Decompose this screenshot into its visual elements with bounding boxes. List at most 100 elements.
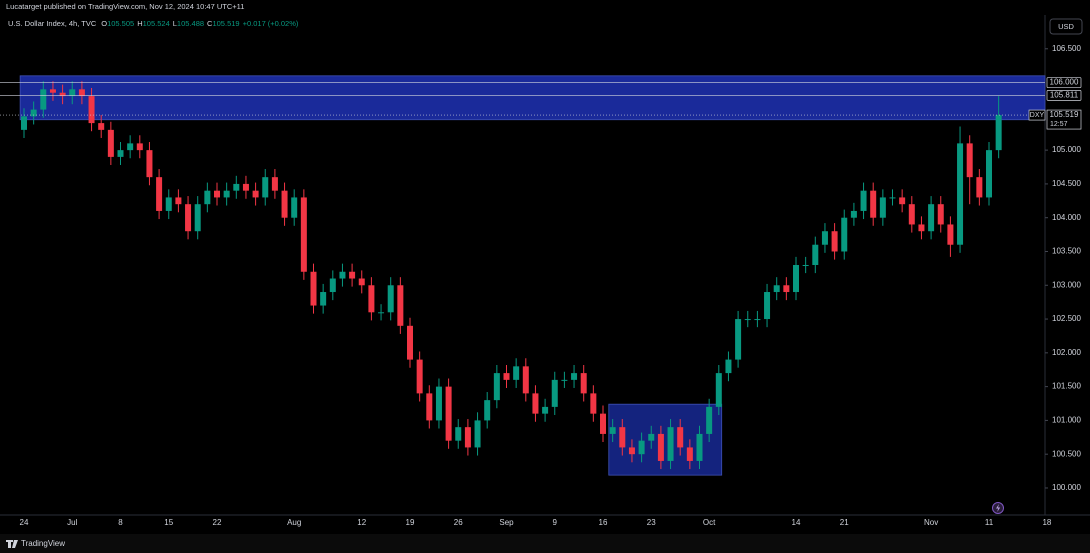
candle-body	[310, 271, 317, 306]
candle-body	[908, 204, 915, 225]
candle-body	[725, 359, 732, 374]
candle-body	[435, 386, 442, 421]
candle-body	[773, 285, 780, 293]
alert-bolt	[996, 504, 1001, 512]
candle-body	[416, 359, 423, 394]
x-tick-label: Nov	[924, 518, 938, 527]
brand: TradingView	[21, 539, 65, 548]
candle-body	[831, 231, 838, 252]
candle-body	[339, 271, 346, 279]
x-tick-label: 24	[20, 518, 29, 527]
x-tick-label: 11	[985, 518, 994, 527]
candle-body	[532, 393, 539, 414]
candle-body	[706, 406, 713, 434]
candle-body	[821, 231, 828, 245]
candle-body	[937, 204, 944, 225]
currency-button[interactable]	[1049, 18, 1083, 35]
x-tick-label: Sep	[499, 518, 514, 527]
y-tick-label: 104.500	[1052, 179, 1081, 188]
candle-body	[995, 115, 1002, 151]
candle-body	[69, 89, 76, 97]
candle-body	[397, 285, 404, 326]
last-price-tag	[1046, 109, 1082, 130]
y-tick-label: 106.500	[1052, 44, 1081, 53]
candle-body	[21, 116, 27, 130]
candle-body	[686, 447, 693, 461]
candle-body	[493, 373, 500, 401]
y-tick-label: 102.500	[1052, 314, 1081, 323]
x-tick-label: 22	[213, 518, 222, 527]
candle-body	[78, 89, 85, 97]
countdown: 12:57	[1050, 121, 1068, 128]
candle-body	[98, 123, 105, 130]
candle-body	[175, 197, 182, 205]
candle-body	[638, 440, 645, 455]
x-tick-label: 8	[118, 518, 123, 527]
ohlc-value: 105.524	[143, 19, 170, 28]
candle-body	[677, 427, 684, 448]
y-tick-label: 103.500	[1052, 247, 1081, 256]
y-tick-label: 104.000	[1052, 213, 1081, 222]
candle-body	[957, 143, 964, 245]
y-tick-label: 100.000	[1052, 483, 1081, 492]
candle-body	[40, 89, 47, 110]
candle-body	[368, 285, 375, 313]
x-tick-label: 19	[406, 518, 415, 527]
candle-body	[59, 92, 66, 97]
candle-body	[117, 150, 124, 157]
candle-body	[291, 197, 298, 218]
candle-body	[407, 325, 413, 360]
candle-body	[561, 379, 568, 381]
price-line-label: 106.000	[1050, 78, 1079, 87]
candle-body	[812, 244, 819, 265]
candle-body	[484, 400, 491, 421]
legend: U.S. Dollar Index, 4h, TVC O105.505 H105.5…	[8, 19, 299, 28]
candle-body	[918, 224, 925, 232]
currency[interactable]: USD	[1058, 22, 1074, 31]
candle-body	[590, 393, 597, 414]
ohlc-label: H	[137, 19, 142, 28]
price-line-tag	[1046, 77, 1082, 88]
ohlc-label: O	[101, 19, 107, 28]
candle-body	[30, 109, 37, 117]
candle-body	[628, 447, 635, 455]
publisher: Lucatarget published on TradingView.com,…	[6, 2, 244, 11]
x-tick-label: 26	[454, 518, 463, 527]
candle-body	[194, 204, 201, 232]
x-tick-label: Aug	[287, 518, 301, 527]
candle-body	[474, 420, 481, 448]
candle-body	[136, 143, 143, 151]
candle-body	[464, 427, 471, 448]
ohlc-value: 105.488	[177, 19, 204, 28]
candle-body	[281, 190, 288, 218]
candle-body	[551, 379, 558, 407]
candle-body	[455, 427, 462, 441]
price-line-label: 105.811	[1050, 90, 1079, 99]
candle-body	[783, 285, 790, 293]
candle-body	[165, 197, 172, 211]
candle-body	[522, 366, 529, 394]
candle-body	[841, 217, 848, 252]
candle-body	[252, 190, 259, 198]
candle-body	[657, 433, 664, 461]
candle-body	[542, 406, 549, 414]
candle-body	[271, 177, 278, 191]
candle-body	[735, 319, 742, 360]
candle-body	[850, 210, 857, 218]
change-pct: (+0.02%)	[268, 19, 299, 28]
candle-body	[879, 197, 886, 218]
candle-body	[262, 177, 269, 198]
x-tick-label: Jul	[67, 518, 77, 527]
zone	[608, 403, 723, 476]
candle-body	[426, 393, 433, 421]
change: +0.017	[243, 19, 266, 28]
candle-body	[185, 204, 192, 232]
candle-body	[358, 278, 365, 286]
price-line-tag	[1046, 89, 1082, 101]
candle-body	[860, 190, 867, 211]
candle-body	[320, 292, 327, 306]
x-tick-label: 23	[647, 518, 656, 527]
candle-body	[715, 373, 722, 407]
x-tick-label: 15	[164, 518, 173, 527]
